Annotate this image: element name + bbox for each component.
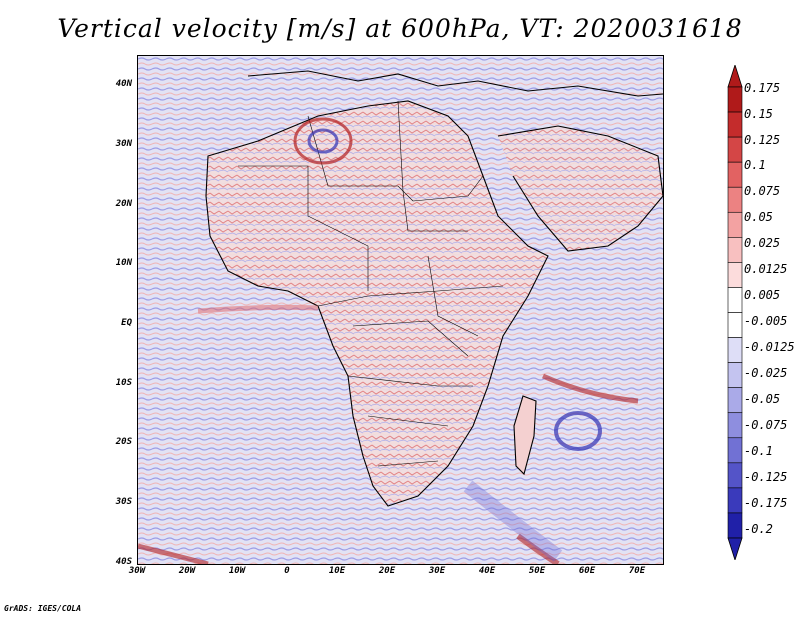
lat-label-30s: 30S	[115, 497, 132, 507]
lon-label-60e: 60E	[578, 566, 596, 576]
colorbar-label: -0.005	[744, 314, 788, 328]
strong-features	[138, 117, 639, 564]
lat-label-20n: 20N	[115, 199, 132, 209]
colorbar-label: -0.175	[744, 496, 788, 510]
lon-label-40e: 40E	[478, 566, 496, 576]
colorbar-swatch	[727, 287, 743, 313]
colorbar-swatch	[727, 86, 743, 113]
colorbar-swatch	[727, 437, 743, 464]
colorbar-swatch	[727, 186, 743, 213]
colorbar-swatch	[727, 136, 743, 163]
colorbar-label: -0.1	[744, 444, 773, 458]
colorbar-label: 0.005	[744, 288, 781, 302]
lon-label-70e: 70E	[628, 566, 646, 576]
plot-title: Vertical velocity [m/s] at 600hPa, VT: 2…	[57, 14, 743, 43]
colorbar-swatch	[727, 412, 743, 439]
lon-label-20e: 20E	[378, 566, 396, 576]
arabia-land-field	[498, 126, 663, 251]
lat-label-10n: 10N	[115, 258, 132, 268]
colorbar-swatch	[727, 337, 743, 363]
credit-text: GrADS: IGES/COLA	[4, 604, 82, 613]
colorbar-label: -0.2	[744, 522, 773, 536]
africa-land-field	[206, 101, 548, 506]
colorbar	[727, 65, 743, 560]
colorbar-swatch	[727, 161, 743, 188]
lon-label-30w: 30W	[128, 566, 146, 576]
colorbar-label: -0.075	[744, 418, 788, 432]
country-borders	[238, 100, 504, 467]
colorbar-label: -0.025	[744, 366, 788, 380]
colorbar-label: -0.0125	[744, 340, 795, 354]
colorbar-label: 0.025	[744, 236, 781, 250]
colorbar-label: -0.05	[744, 392, 781, 406]
lon-label-10w: 10W	[228, 566, 246, 576]
lon-label-30e: 30E	[428, 566, 446, 576]
colorbar-swatch	[727, 262, 743, 288]
colorbar-swatch	[727, 312, 743, 338]
coastlines	[205, 70, 663, 507]
colorbar-bottom-arrow	[727, 537, 743, 560]
lat-label-40n: 40N	[115, 79, 132, 89]
madagascar-field	[514, 396, 536, 474]
colorbar-swatch	[727, 362, 743, 388]
colorbar-swatch	[727, 387, 743, 414]
colorbar-label: 0.1	[744, 158, 766, 172]
colorbar-label: -0.125	[744, 470, 788, 484]
colorbar-swatch	[727, 111, 743, 138]
colorbar-top-arrow	[727, 65, 743, 88]
colorbar-swatch	[727, 487, 743, 514]
colorbar-label: 0.075	[744, 184, 781, 198]
lat-label-10s: 10S	[115, 378, 132, 388]
lat-label-eq: EQ	[121, 318, 132, 328]
lon-label-10e: 10E	[328, 566, 346, 576]
colorbar-swatch	[727, 237, 743, 263]
map-panel	[137, 55, 664, 565]
colorbar-label: 0.175	[744, 81, 781, 95]
lat-label-20s: 20S	[115, 437, 132, 447]
colorbar-label: 0.05	[744, 210, 773, 224]
colorbar-swatch	[727, 512, 743, 539]
lat-label-40s: 40S	[115, 557, 132, 567]
velocity-field-map	[138, 56, 663, 564]
colorbar-swatch	[727, 462, 743, 489]
lon-label-50e: 50E	[528, 566, 546, 576]
lon-label-0: 0	[284, 566, 290, 576]
lon-label-20w: 20W	[178, 566, 196, 576]
colorbar-label: 0.125	[744, 133, 781, 147]
colorbar-label: 0.15	[744, 107, 773, 121]
colorbar-swatch	[727, 211, 743, 238]
lat-label-30n: 30N	[115, 139, 132, 149]
colorbar-label: 0.0125	[744, 262, 788, 276]
